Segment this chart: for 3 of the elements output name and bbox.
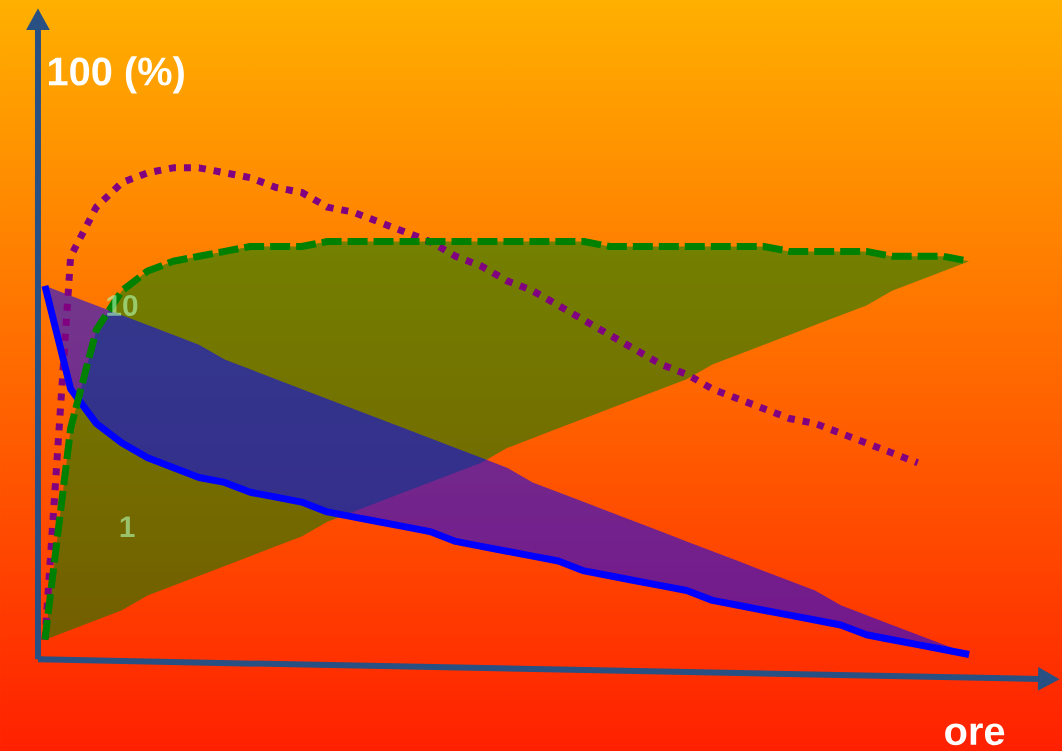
y-axis-title: 100 (%) — [49, 56, 184, 94]
x-axis-title: ore — [945, 723, 1005, 746]
annotation: 1 — [120, 516, 135, 537]
